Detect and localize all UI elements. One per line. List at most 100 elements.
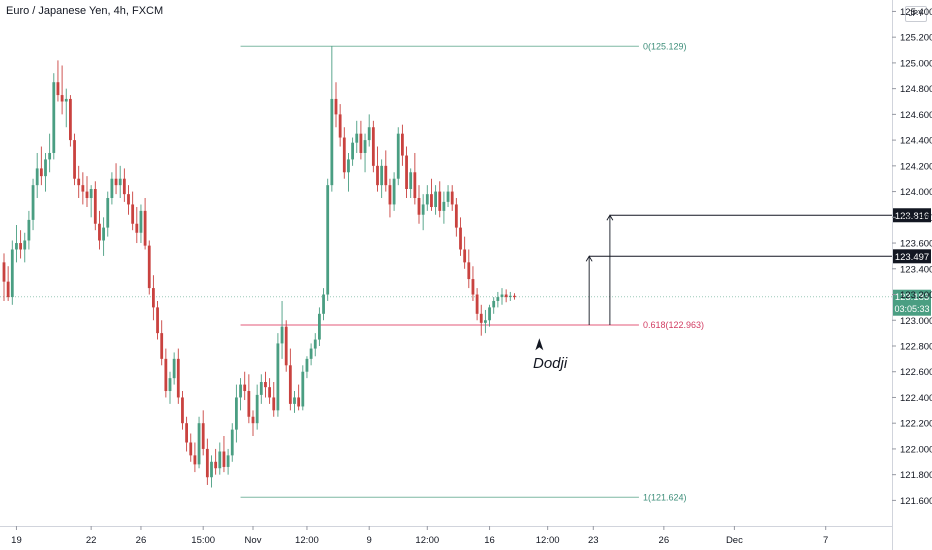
candle-body (351, 142, 354, 160)
candle-body (102, 227, 105, 241)
candle-body (492, 300, 496, 308)
candle-body (355, 133, 359, 143)
y-tick-label: 123.800 (900, 213, 932, 224)
price-label-text: 123.816 (895, 211, 929, 222)
y-tick-label: 125.000 (900, 58, 932, 69)
candle-body (152, 288, 155, 308)
candle-body (235, 397, 238, 430)
candle-body (251, 416, 255, 424)
candle-body (264, 382, 267, 388)
fib-level-label: 0(125.129) (643, 41, 687, 51)
candle-body (164, 358, 168, 392)
candle-body (430, 194, 433, 208)
candle-body (475, 294, 479, 314)
candle-body (496, 297, 500, 301)
candle-body (114, 178, 118, 186)
candle-body (280, 326, 284, 344)
candle-body (380, 165, 384, 186)
candle-body (35, 168, 39, 186)
candle-body (434, 191, 437, 208)
dodji-arrow-icon (535, 338, 544, 351)
candle-body (367, 127, 371, 141)
candle-body (226, 455, 230, 467)
candle-body (268, 387, 271, 398)
candle-body (89, 189, 93, 199)
y-tick-label: 122.800 (900, 341, 932, 352)
x-tick-label: 23 (588, 535, 599, 546)
candle-body (450, 191, 454, 205)
candle-body (459, 227, 462, 250)
candle-body (288, 365, 292, 404)
candle-body (77, 178, 81, 186)
candle-body (508, 295, 512, 298)
candle-body (488, 307, 491, 321)
candle-body (338, 114, 342, 138)
currency-badge[interactable]: JPY (905, 6, 927, 22)
candle-body (371, 127, 375, 166)
candle-body (2, 262, 6, 282)
x-tick-label: Dec (726, 535, 743, 546)
y-tick-label: 124.000 (900, 187, 932, 198)
x-tick-label: 26 (659, 535, 670, 546)
candle-body (64, 98, 68, 102)
x-tick-label: 9 (367, 535, 372, 546)
candle-body (467, 262, 471, 280)
y-tick-label: 123.000 (900, 316, 932, 327)
candle-body (446, 191, 450, 202)
current-price-text: 123.183 (895, 292, 929, 303)
y-tick-label: 123.400 (900, 264, 932, 275)
candle-body (48, 152, 52, 160)
candle-body (127, 194, 130, 205)
x-tick-label: 7 (823, 535, 828, 546)
current-price-box (893, 289, 931, 316)
candle-body (301, 371, 305, 407)
candle-body (504, 294, 508, 298)
candle-body (201, 423, 205, 449)
x-tick-label: 15:00 (191, 535, 215, 546)
candle-body (326, 185, 330, 295)
candle-body (172, 358, 176, 379)
candle-body (405, 155, 408, 190)
candle-body (31, 185, 35, 220)
candle-body (392, 178, 396, 205)
candle-body (276, 343, 280, 411)
candle-body (60, 95, 64, 102)
candle-body (118, 178, 122, 186)
x-tick-label: 12:00 (415, 535, 439, 546)
candle-body (454, 204, 458, 228)
candle-body (131, 204, 135, 224)
candle-body (425, 194, 429, 205)
candle-body (147, 245, 151, 289)
candle-body (330, 98, 334, 186)
annotation-label: Dodji (533, 355, 568, 372)
candle-body (69, 98, 72, 141)
candle-body (98, 223, 101, 241)
candle-body (284, 326, 288, 366)
candle-body (313, 339, 317, 349)
fib-retracement: 0(125.129) 0.618(122.963) 1(121.624) (240, 41, 704, 502)
candle-body (484, 320, 487, 323)
candle-body (396, 133, 400, 179)
y-tick-label: 122.400 (900, 393, 932, 404)
candle-body (181, 397, 184, 424)
candle-body (185, 423, 188, 443)
candle-body (214, 461, 218, 469)
y-tick-label: 122.200 (900, 419, 932, 430)
candle-body (384, 165, 388, 186)
candle-body (218, 451, 222, 469)
candle-body (297, 397, 301, 407)
x-tick-label: 16 (484, 535, 495, 546)
candle-body (409, 172, 413, 190)
candle-body (318, 313, 321, 340)
candles (2, 46, 544, 488)
candle-body (110, 178, 114, 199)
y-tick-label: 124.600 (900, 110, 932, 121)
candle-body (135, 223, 139, 233)
y-tick-label: 121.800 (900, 470, 932, 481)
candle-body (205, 448, 209, 478)
candle-body (376, 165, 379, 186)
candle-body (359, 133, 363, 153)
